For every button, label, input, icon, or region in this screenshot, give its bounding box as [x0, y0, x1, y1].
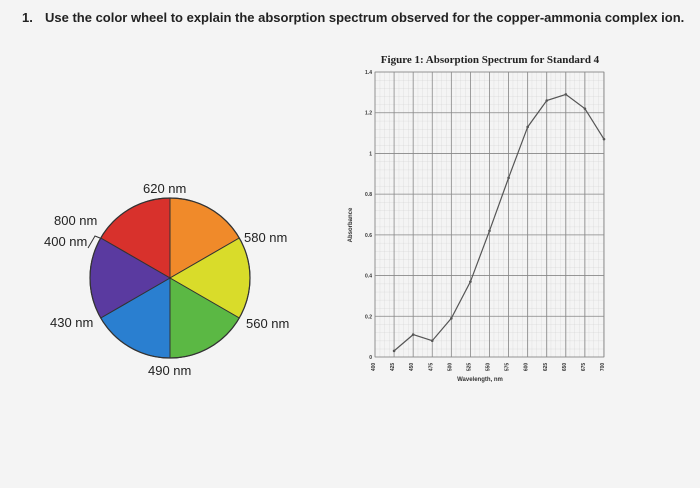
- question-text: Use the color wheel to explain the absor…: [45, 10, 684, 25]
- x-tick-label: 400: [371, 363, 377, 372]
- chart-title: Figure 1: Absorption Spectrum for Standa…: [381, 54, 600, 66]
- data-point: [411, 333, 415, 336]
- wheel-label: 560 nm: [246, 316, 289, 331]
- y-tick-label: 0.4: [365, 274, 372, 280]
- color-wheel: [89, 197, 251, 359]
- x-tick-label: 450: [409, 363, 415, 372]
- x-tick-label: 500: [447, 363, 453, 372]
- y-tick-label: 0.8: [365, 192, 372, 198]
- wheel-rim: [89, 197, 251, 359]
- x-tick-label: 625: [543, 363, 549, 372]
- data-point: [602, 137, 606, 141]
- y-tick-label: 1.2: [365, 111, 372, 117]
- data-point: [450, 317, 453, 320]
- x-tick-label: 475: [428, 363, 434, 372]
- y-tick-label: 1: [369, 151, 372, 157]
- data-point: [583, 107, 587, 110]
- x-tick-label: 425: [390, 363, 396, 372]
- wheel-label: 490 nm: [148, 363, 191, 378]
- data-point: [526, 125, 529, 129]
- data-point: [392, 349, 396, 353]
- x-axis-label: Wavelength, nm: [457, 377, 503, 383]
- data-point: [469, 280, 472, 283]
- y-axis-label: Absorbance: [348, 207, 354, 242]
- data-point: [564, 93, 568, 96]
- data-point: [507, 176, 510, 180]
- x-tick-label: 575: [505, 363, 511, 372]
- question-number: 1.: [22, 10, 33, 25]
- x-tick-label: 600: [524, 363, 530, 372]
- x-tick-label: 675: [581, 363, 587, 372]
- leader: [87, 235, 101, 249]
- data-point: [430, 339, 434, 343]
- x-tick-label: 525: [466, 363, 472, 372]
- chart: 0 0.2 0.4 0.6 0.8 1 1.2 1.4 400 425 450 475 500 525 55…: [365, 70, 606, 371]
- data-point: [545, 99, 549, 102]
- x-tick-label: 700: [600, 363, 606, 372]
- y-tick-label: 1.4: [365, 70, 372, 76]
- data-line: [393, 93, 605, 352]
- x-tick-label: 550: [486, 363, 492, 372]
- x-tick-label: 650: [562, 363, 568, 372]
- y-tick-label: 0.6: [365, 233, 372, 239]
- wheel-label: 580 nm: [244, 230, 287, 245]
- y-tick-label: 0: [369, 355, 372, 361]
- y-tick-label: 0.2: [365, 314, 372, 320]
- data-point: [488, 229, 491, 233]
- wheel-label: 400 nm: [44, 234, 87, 249]
- wheel-label: 430 nm: [50, 315, 93, 330]
- wheel-label: 620 nm: [143, 181, 186, 196]
- wheel-label: 800 nm: [54, 213, 97, 228]
